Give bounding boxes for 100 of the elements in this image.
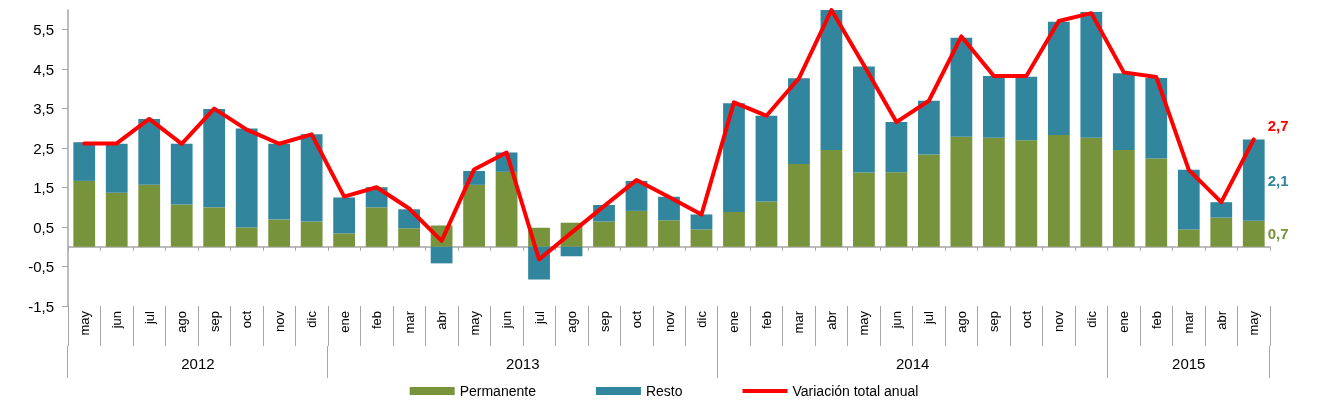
bar [268,143,291,220]
x-tick-label: mar [791,310,807,334]
x-tick-label: nov [1051,310,1067,332]
bar [73,180,96,247]
x-tick-label: dic [693,310,709,328]
bar [235,227,258,247]
data-label: 0,7 [1267,225,1289,243]
x-tick-label: ago [953,311,969,333]
bar [1112,73,1135,151]
bar [105,143,128,193]
bar [625,210,648,247]
bar [658,220,680,247]
x-tick-label: may [76,310,92,336]
x-tick-label: sep [206,311,222,332]
bar [788,78,810,164]
bar [950,136,973,247]
x-tick-label: jul [531,310,547,326]
x-tick-label: ago [174,311,190,333]
x-tick-label: may [466,310,482,336]
x-tick-label: sep [986,311,1002,332]
x-tick-label: feb [1148,311,1164,330]
x-tick-label: ago [564,311,580,333]
bar [1145,158,1168,247]
bar [560,246,583,257]
text: 2015 [1172,354,1206,372]
bar [853,172,875,247]
y-tick-label: 2,5 [33,139,54,157]
bar [235,128,258,228]
text: 2012 [181,354,215,372]
bar [430,246,453,264]
x-tick-label: feb [758,311,774,330]
x-tick-label: abr [823,310,839,330]
bar [1080,137,1103,247]
bar [1210,202,1233,218]
bar [268,219,291,247]
bar [1177,169,1200,230]
x-tick-label: jun [888,311,904,330]
bar [723,103,745,213]
text: 2013 [506,354,540,372]
bar [950,37,973,137]
legend-label: Permanente [459,383,537,399]
bar [333,233,356,247]
y-tick-label: 3,5 [33,100,54,118]
x-tick-label: feb [369,311,385,330]
bar [170,143,193,205]
x-tick-label: mar [1181,310,1197,334]
x-tick-label: may [856,310,872,336]
x-tick-label: may [1246,310,1262,336]
y-tick-label: 5,5 [33,21,54,39]
x-tick-label: sep [596,311,612,332]
bar [1015,140,1038,247]
bar [170,204,193,247]
bar [885,122,908,173]
bar [138,118,161,185]
bar [820,150,843,247]
bar [463,184,485,247]
bar [723,212,745,247]
x-tick-label: nov [271,310,287,332]
bar [1242,139,1265,221]
y-tick-label: -1,5 [28,297,54,315]
line-series [82,8,1256,262]
y-tick-label: 0,5 [33,218,54,236]
x-tick-label: ene [336,311,352,333]
x-tick-label: mar [401,310,417,334]
bar [203,207,226,247]
bar [755,201,778,247]
data-label: 2,7 [1267,116,1289,134]
bar [690,214,713,230]
x-tick-label: nov [661,310,677,332]
x-tick-label: oct [629,310,645,329]
bar [203,109,226,208]
legend-label: Variación total anual [792,383,919,399]
bar [1242,220,1265,247]
x-tick-label: abr [1213,310,1229,330]
x-tick-label: ene [726,311,742,333]
x-tick-label: jun [109,311,125,330]
bar [690,229,713,247]
bar [593,221,615,247]
bar [755,115,778,202]
x-tick-label: ene [1116,311,1132,333]
x-tick-label: oct [239,310,255,329]
bar [333,197,356,234]
bar [1145,77,1168,159]
bar [918,154,940,247]
bar [398,228,420,247]
bar [885,172,908,247]
bar [1047,21,1070,136]
x-tick-label: jun [499,311,515,330]
bar [820,10,843,151]
bar [853,66,875,173]
x-tick-label: oct [1018,310,1034,329]
bar [982,137,1005,247]
bar [1080,11,1103,138]
bar [300,221,323,247]
legend-label: Resto [645,383,683,399]
bar [1210,217,1233,247]
bar [300,134,323,222]
bar [982,75,1005,138]
bar [1177,229,1200,247]
bar [138,184,161,247]
